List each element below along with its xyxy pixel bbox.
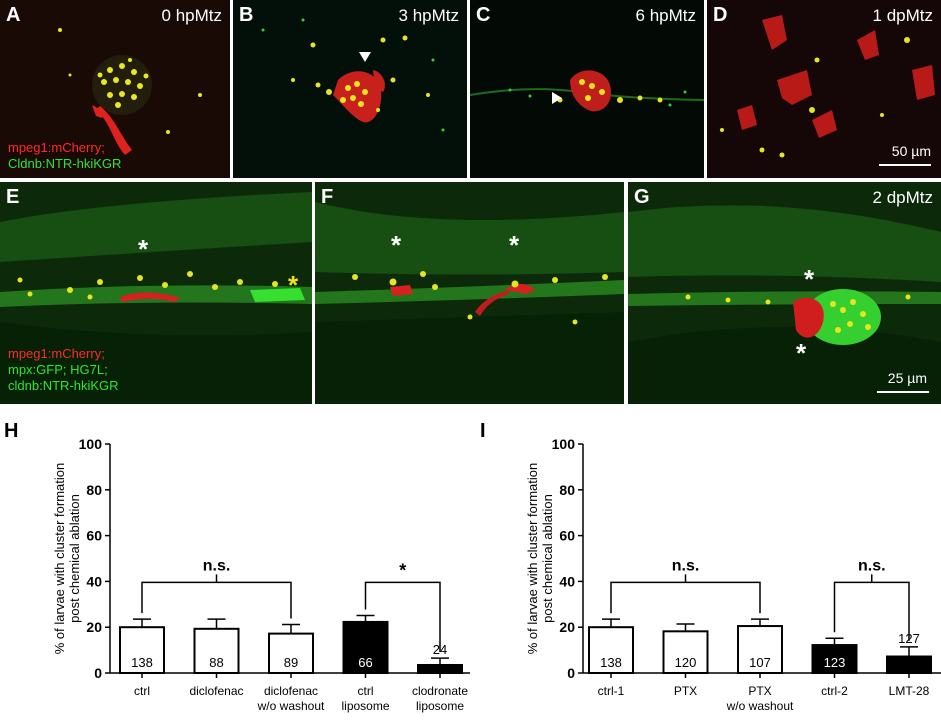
bar xyxy=(588,626,634,674)
n-label: 66 xyxy=(358,655,372,670)
panel-label-i: I xyxy=(480,420,486,442)
micrograph-panel-b: B 3 hpMtz xyxy=(233,0,467,178)
micrograph-panel-a: A 0 hpMtz mpeg1:mCherry; Cldnb:NTR-hkiKG… xyxy=(0,0,230,178)
bar-chart-i: % of larvae with cluster formationpost c… xyxy=(525,436,941,713)
x-tick-label: liposome xyxy=(416,699,464,713)
asterisk-marker: * xyxy=(138,234,149,264)
micrograph-b-image xyxy=(261,18,445,132)
micrograph-panel-g: G 2 dpMtz * * 25 µm xyxy=(628,182,941,404)
bar xyxy=(737,625,783,674)
scale-label-d: 50 µm xyxy=(891,143,931,159)
asterisk-marker: * xyxy=(804,264,815,294)
micrograph-panel-d: D 1 dpMtz 50 µm xyxy=(707,0,941,178)
y-tick-label: 60 xyxy=(559,528,575,544)
x-tick-label: PTX xyxy=(748,684,771,698)
significance-bracket xyxy=(141,581,292,619)
scale-bar-g xyxy=(877,391,929,393)
x-tick-label: ctrl xyxy=(134,684,150,698)
bar xyxy=(119,626,165,674)
bar xyxy=(662,630,709,675)
micrograph-g-image xyxy=(628,182,941,404)
y-tick-label: 40 xyxy=(86,573,102,589)
micrograph-c-image xyxy=(470,70,704,112)
bar xyxy=(417,663,463,675)
micrograph-e-image xyxy=(0,182,312,404)
x-tick-label: ctrl-1 xyxy=(598,684,625,698)
n-label: 120 xyxy=(675,655,697,670)
significance-label: n.s. xyxy=(203,557,231,574)
legend-hg7l: HG7L; xyxy=(70,362,108,377)
n-label: 107 xyxy=(749,655,771,670)
asterisk-marker: * xyxy=(391,230,402,260)
y-tick-label: 80 xyxy=(559,482,575,498)
y-tick-label: 40 xyxy=(559,573,575,589)
legend-top: mpeg1:mCherry; Cldnb:NTR-hkiKGR xyxy=(8,140,121,172)
timepoint-label-d: 1 dpMtz xyxy=(872,6,933,25)
y-tick-label: 20 xyxy=(86,619,102,635)
micrograph-f-image xyxy=(315,182,624,404)
y-tick-label: 0 xyxy=(94,665,102,681)
panel-label-e: E xyxy=(6,186,20,208)
bar xyxy=(886,655,932,674)
x-tick-label: liposome xyxy=(341,699,389,713)
panel-label-c: C xyxy=(476,4,491,26)
legend-cldnb: cldnb:NTR-hkiKGR xyxy=(8,378,119,393)
asterisk-marker-yellow: * xyxy=(288,270,299,300)
significance-bracket xyxy=(610,581,761,614)
timepoint-label-b: 3 hpMtz xyxy=(398,6,459,25)
bar xyxy=(268,632,314,674)
y-tick-label: 60 xyxy=(86,528,102,544)
x-tick-label: ctrl xyxy=(358,684,374,698)
micrograph-panel-c: C 6 hpMtz xyxy=(470,0,704,178)
x-tick-label: w/o washout xyxy=(726,699,794,713)
panel-label-d: D xyxy=(713,4,728,26)
timepoint-label-c: 6 hpMtz xyxy=(635,6,696,25)
timepoint-label-a: 0 hpMtz xyxy=(161,6,222,25)
y-axis-label: % of larvae with cluster formationpost c… xyxy=(525,463,555,654)
micrograph-panel-e: E * * mpeg1:mCherry; mpx:GFP; HG7L; cldn… xyxy=(0,182,312,404)
y-tick-label: 100 xyxy=(79,436,103,452)
legend-mpx: mpx:GFP; xyxy=(8,362,67,377)
y-tick-label: 20 xyxy=(559,619,575,635)
significance-label: n.s. xyxy=(858,557,886,574)
y-tick-label: 0 xyxy=(567,665,575,681)
significance-label: n.s. xyxy=(672,557,700,574)
legend-bottom: mpeg1:mCherry; mpx:GFP; HG7L; cldnb:NTR-… xyxy=(8,346,119,394)
micrograph-d-image xyxy=(720,15,935,158)
x-tick-label: clodronate xyxy=(412,684,468,698)
significance-bracket xyxy=(833,581,910,641)
asterisk-marker: * xyxy=(509,230,520,260)
significance-label: * xyxy=(399,560,406,580)
x-tick-label: LMT-28 xyxy=(889,684,930,698)
timepoint-label-g: 2 dpMtz xyxy=(872,188,933,207)
asterisk-marker: * xyxy=(796,338,807,368)
y-tick-label: 80 xyxy=(86,482,102,498)
panel-label-h: H xyxy=(4,420,19,442)
x-tick-label: diclofenac xyxy=(189,684,243,698)
legend-cldnb: Cldnb:NTR-hkiKGR xyxy=(8,156,122,171)
micrograph-a-image xyxy=(58,28,202,155)
x-tick-label: PTX xyxy=(674,684,697,698)
significance-bracket xyxy=(364,581,441,653)
x-tick-label: ctrl-2 xyxy=(821,684,848,698)
micrograph-panel-f: F * * xyxy=(315,182,624,404)
bar-chart-h: % of larvae with cluster formationpost c… xyxy=(52,436,470,713)
n-label: 89 xyxy=(284,655,298,670)
n-label: 138 xyxy=(600,655,622,670)
panel-label-a: A xyxy=(6,4,21,26)
panel-label-f: F xyxy=(321,186,334,208)
n-label: 138 xyxy=(131,655,153,670)
x-tick-label: diclofenac xyxy=(264,684,318,698)
legend-mpeg1: mpeg1:mCherry; xyxy=(8,140,105,155)
scale-bar-d xyxy=(879,164,931,166)
n-label: 88 xyxy=(209,655,223,670)
panel-label-g: G xyxy=(634,186,650,208)
n-label: 123 xyxy=(824,655,846,670)
panel-label-b: B xyxy=(239,4,254,26)
scale-label-g: 25 µm xyxy=(887,370,927,386)
y-axis-label: % of larvae with cluster formationpost c… xyxy=(52,463,82,654)
legend-mpeg1: mpeg1:mCherry; xyxy=(8,346,105,361)
x-tick-label: w/o washout xyxy=(257,699,325,713)
y-tick-label: 100 xyxy=(552,436,576,452)
